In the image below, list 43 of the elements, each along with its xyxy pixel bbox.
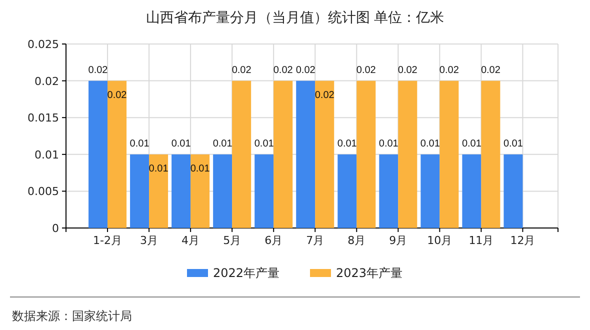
y-tick-label: 0.015 bbox=[28, 112, 59, 125]
data-label: 0.02 bbox=[480, 64, 501, 76]
data-label: 0.01 bbox=[171, 138, 192, 150]
data-label: 0.01 bbox=[420, 138, 440, 150]
data-label: 0.01 bbox=[462, 138, 482, 150]
y-tick-label: 0.025 bbox=[28, 38, 59, 51]
data-label: 0.02 bbox=[296, 64, 316, 76]
x-tick-label: 11月 bbox=[468, 234, 494, 247]
legend-label: 2023年产量 bbox=[336, 266, 403, 280]
data-label: 0.01 bbox=[337, 138, 358, 150]
data-label: 0.01 bbox=[254, 138, 274, 150]
x-tick-label: 1-2月 bbox=[93, 234, 122, 247]
x-tick-label: 12月 bbox=[510, 234, 536, 247]
x-tick-label: 8月 bbox=[348, 234, 366, 247]
x-tick-label: 10月 bbox=[427, 234, 452, 247]
data-label: 0.02 bbox=[439, 64, 460, 76]
y-tick-label: 0.02 bbox=[34, 74, 59, 88]
data-label: 0.01 bbox=[503, 138, 524, 150]
legend-label: 2022年产量 bbox=[213, 266, 280, 280]
x-tick-label: 7月 bbox=[306, 234, 324, 247]
x-tick-label: 4月 bbox=[182, 234, 200, 247]
data-label: 0.01 bbox=[190, 163, 210, 174]
data-label: 0.02 bbox=[107, 90, 128, 101]
source-note: 数据来源：国家统计局 bbox=[12, 309, 132, 323]
data-label: 0.02 bbox=[398, 64, 418, 76]
data-label: 0.01 bbox=[148, 163, 169, 174]
y-tick-label: 0.005 bbox=[28, 185, 59, 198]
plot: 0 0.005 0.01 0.015 0.02 0.025 1-2月 3月 4月 5月 6月 7月 8月 9月 10月 11月 12月 0.02 0.01 0.01 0.01 0.01 0.02 0.01 0.01 0.01 0.01 0.01 0.02 0.01 0.01 0.02 0.02 0.02 0.02 0.02 0.02 0.02 bbox=[28, 38, 558, 247]
y-tick-label: 0.01 bbox=[34, 148, 59, 162]
data-label: 0.01 bbox=[378, 138, 399, 150]
data-label: 0.02 bbox=[314, 90, 335, 101]
data-label: 0.02 bbox=[273, 64, 294, 76]
x-tick-label: 6月 bbox=[264, 234, 283, 247]
y-tick-label: 0 bbox=[52, 222, 59, 235]
x-tick-label: 9月 bbox=[389, 234, 408, 247]
data-label: 0.01 bbox=[130, 138, 150, 150]
data-label: 0.02 bbox=[356, 64, 376, 76]
data-label: 0.02 bbox=[88, 64, 108, 76]
x-tick-label: 5月 bbox=[223, 234, 242, 247]
data-label: 0.02 bbox=[232, 64, 252, 76]
data-label: 0.01 bbox=[212, 138, 233, 150]
x-tick-label: 3月 bbox=[140, 234, 158, 247]
chart-title: 山西省布产量分月（当月值）统计图 单位：亿米 bbox=[146, 10, 444, 26]
